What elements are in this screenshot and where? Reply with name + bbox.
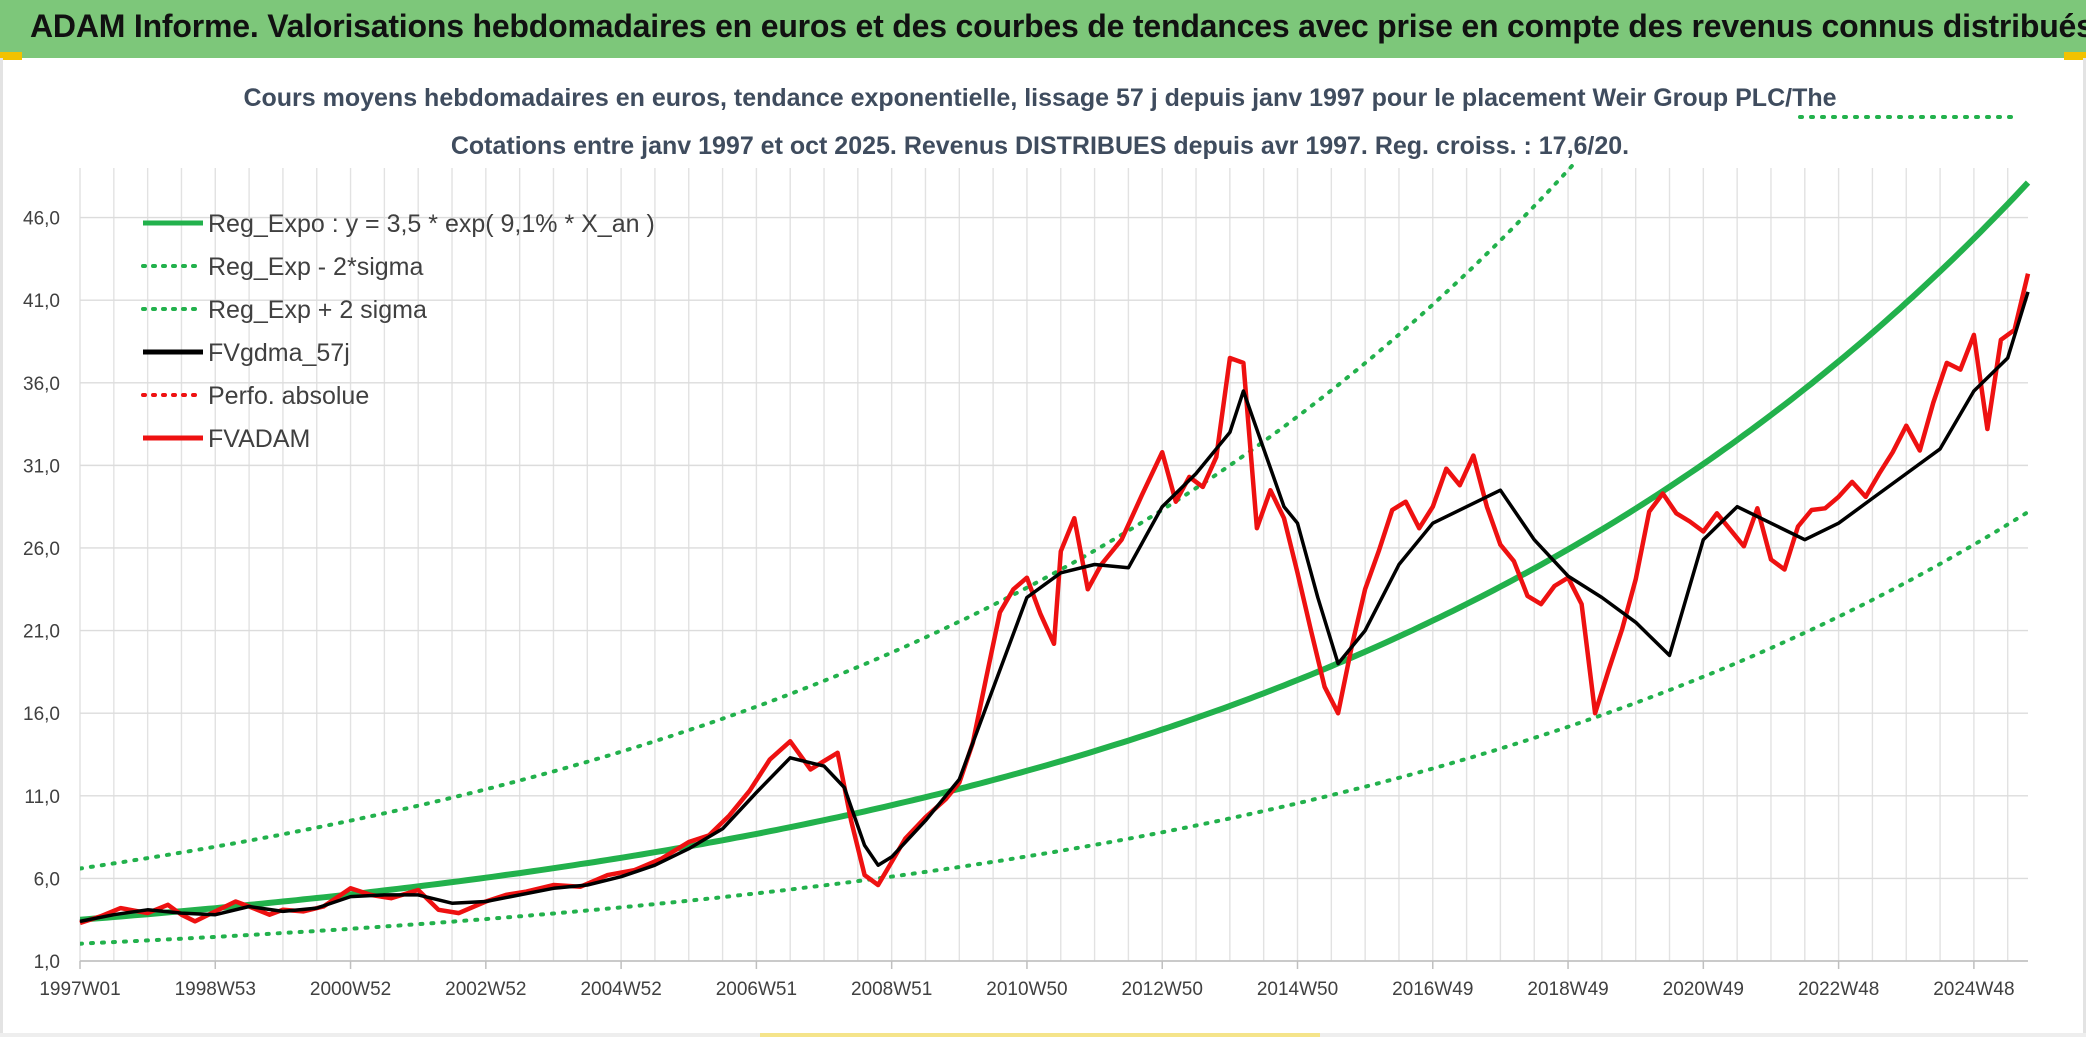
- legend-fvadam: FVADAM: [143, 425, 310, 453]
- legend-label: Reg_Exp - 2*sigma: [208, 253, 423, 281]
- y-tick-label: 11,0: [24, 787, 60, 808]
- x-tick-label: 2018W49: [1527, 979, 1608, 1000]
- x-tick-label: 2002W52: [445, 979, 526, 1000]
- x-tick-label: 2012W50: [1122, 979, 1203, 1000]
- chart-title-line2: Cotations entre janv 1997 et oct 2025. R…: [451, 132, 1629, 160]
- trend-chart: 1,0 6,0 11,0 16,0 21,0 26,0 31,0 36,0 41,0 46,0 19…: [23, 84, 2031, 1000]
- legend-moving-average: FVgdma_57j: [143, 339, 350, 367]
- legend-regression: Reg_Expo : y = 3,5 * exp( 9,1% * X_an ): [143, 210, 655, 238]
- x-tick-label: 2006W51: [716, 979, 797, 1000]
- y-tick-label: 46,0: [23, 209, 60, 230]
- y-tick-label: 36,0: [23, 374, 60, 395]
- y-tick-label: 31,0: [23, 456, 60, 477]
- banner-title: ADAM Informe. Valorisations hebdomadaire…: [30, 8, 2086, 44]
- x-tick-label: 2000W52: [310, 979, 391, 1000]
- y-tick-label: 26,0: [23, 539, 60, 560]
- x-tick-label: 2022W48: [1798, 979, 1879, 1000]
- x-tick-label: 2020W49: [1663, 979, 1744, 1000]
- corner-mark-left: [0, 52, 22, 60]
- x-tick-label: 1997W01: [39, 979, 120, 1000]
- x-tick-label: 2010W50: [986, 979, 1067, 1000]
- regression-curve: [80, 180, 2031, 923]
- x-tick-label: 2008W51: [851, 979, 932, 1000]
- lower-band-curve: [80, 510, 2030, 946]
- frame-border-right: [2083, 58, 2086, 1037]
- y-tick-label: 6,0: [34, 869, 60, 890]
- chart-curves: [79, 115, 2031, 946]
- upper-band-curve: [80, 164, 1577, 871]
- x-tick-label: 2004W52: [580, 979, 661, 1000]
- fvadam-line: [79, 273, 2031, 926]
- corner-mark-right: [2064, 52, 2086, 60]
- legend-lower-band: Reg_Exp - 2*sigma: [141, 253, 423, 281]
- chart-grid: [79, 168, 2028, 962]
- legend-upper-band: Reg_Exp + 2 sigma: [141, 296, 427, 324]
- chart-legend: Reg_Expo : y = 3,5 * exp( 9,1% * X_an ) R…: [141, 210, 655, 453]
- y-tick-label: 41,0: [23, 291, 60, 312]
- frame-border-left: [0, 58, 3, 1037]
- legend-absolute-performance: Perfo. absolue: [141, 382, 369, 410]
- legend-label: FVgdma_57j: [208, 339, 350, 367]
- y-tick-label: 21,0: [23, 622, 60, 643]
- chart-title-line1: Cours moyens hebdomadaires en euros, ten…: [243, 84, 1836, 112]
- x-tick-label: 2024W48: [1933, 979, 2014, 1000]
- y-tick-label: 1,0: [34, 952, 60, 973]
- report-banner: ADAM Informe. Valorisations hebdomadaire…: [0, 0, 2086, 58]
- legend-label: Perfo. absolue: [208, 382, 369, 410]
- legend-label: Reg_Expo : y = 3,5 * exp( 9,1% * X_an ): [208, 210, 655, 238]
- x-tick-label: 2014W50: [1257, 979, 1338, 1000]
- legend-label: FVADAM: [208, 425, 310, 453]
- x-tick-label: 2016W49: [1392, 979, 1473, 1000]
- legend-label: Reg_Exp + 2 sigma: [208, 296, 427, 324]
- x-tick-label: 1998W53: [175, 979, 256, 1000]
- chart-axes: 1,0 6,0 11,0 16,0 21,0 26,0 31,0 36,0 41,0 46,0 19…: [23, 209, 2028, 1000]
- y-tick-label: 16,0: [23, 704, 60, 725]
- bottom-accent: [760, 1033, 1320, 1037]
- fvgdma-line: [79, 291, 2030, 924]
